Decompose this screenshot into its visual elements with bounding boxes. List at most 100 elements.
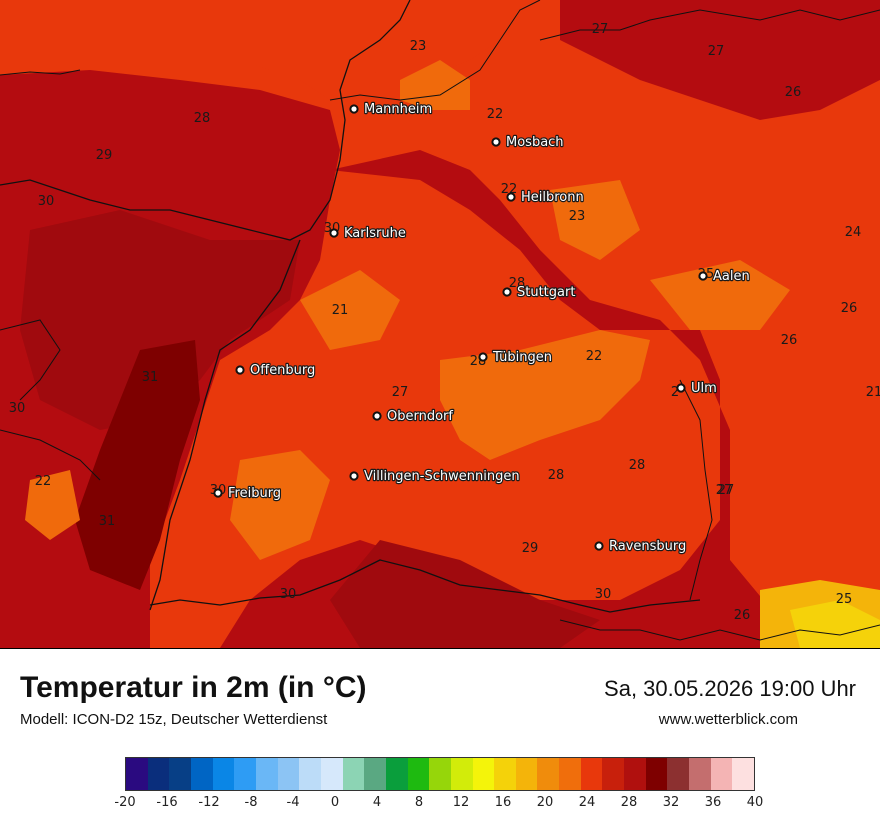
legend-swatch bbox=[732, 758, 755, 790]
city-dot bbox=[329, 228, 339, 238]
legend-swatch bbox=[710, 758, 733, 790]
map-canvas: 27 23 27 26 28 22 29 30 30 23 24 22 28 25 26 26 31 28 22 30… bbox=[0, 0, 880, 648]
region-mild-6 bbox=[230, 450, 330, 560]
temperature-value: 22 bbox=[35, 474, 52, 489]
temperature-value: 22 bbox=[586, 349, 603, 364]
region-hottest bbox=[75, 340, 200, 590]
city-dot bbox=[594, 541, 604, 551]
legend-swatch bbox=[450, 758, 473, 790]
temperature-map: 27 23 27 26 28 22 29 30 30 23 24 22 28 25 26 26 31 28 22 30… bbox=[0, 0, 880, 649]
temperature-value: 28 bbox=[194, 111, 211, 126]
city-dot bbox=[372, 411, 382, 421]
color-legend: -20 -16 -12 -8 -4 0 4 8 12 16 20 24 28 32 36 40 bbox=[114, 757, 763, 810]
legend-tick: 20 bbox=[536, 795, 554, 810]
legend-tick: 32 bbox=[662, 795, 680, 810]
city-marker: Karlsruhe bbox=[329, 225, 407, 242]
temperature-value: 30 bbox=[280, 587, 297, 602]
legend-swatch bbox=[689, 758, 711, 790]
temperature-value: 27 bbox=[392, 385, 409, 400]
legend-swatch bbox=[667, 758, 690, 790]
city-label: Villingen-Schwenningen bbox=[364, 469, 520, 484]
temperature-value: 29 bbox=[522, 541, 539, 556]
legend-tick: -4 bbox=[286, 795, 300, 810]
legend-swatch bbox=[190, 758, 213, 790]
legend-swatch bbox=[234, 758, 256, 790]
temperature-value: 31 bbox=[142, 370, 159, 385]
city-marker: Villingen-Schwenningen bbox=[349, 468, 521, 485]
region-mild-4 bbox=[300, 270, 400, 350]
city-marker: Stuttgart bbox=[502, 284, 577, 301]
border-line-6 bbox=[0, 319, 61, 401]
temperature-value: 22 bbox=[487, 107, 504, 122]
temperature-value: 27 bbox=[708, 44, 725, 59]
legend-tick: 12 bbox=[452, 795, 470, 810]
legend-swatch bbox=[364, 758, 386, 790]
city-label: Mosbach bbox=[506, 135, 564, 150]
city-dot bbox=[478, 352, 488, 362]
temperature-value: 30 bbox=[38, 194, 55, 209]
legend-swatch bbox=[537, 758, 560, 790]
city-dot bbox=[698, 271, 708, 281]
forecast-datetime: Sa, 30.05.2026 19:00 Uhr bbox=[604, 676, 856, 701]
border-line-9 bbox=[559, 619, 880, 641]
temperature-value: 28 bbox=[629, 458, 646, 473]
legend-swatch bbox=[580, 758, 603, 790]
legend-tick: 0 bbox=[330, 795, 340, 810]
city-label: Tübingen bbox=[492, 350, 552, 365]
city-marker: Offenburg bbox=[235, 362, 316, 379]
city-label: Mannheim bbox=[364, 102, 432, 117]
legend-swatch bbox=[559, 758, 581, 790]
city-label: Offenburg bbox=[250, 363, 315, 378]
city-label: Ravensburg bbox=[609, 539, 686, 554]
city-dot bbox=[349, 471, 359, 481]
legend-swatch bbox=[624, 758, 646, 790]
temperature-value: 26 bbox=[841, 301, 858, 316]
legend-color-bar bbox=[125, 757, 755, 791]
city-dot bbox=[502, 287, 512, 297]
legend-tick: 28 bbox=[620, 795, 638, 810]
city-markers: Mannheim Mosbach Heilbronn Karlsruhe Stuttga… bbox=[213, 101, 751, 555]
website-link[interactable]: www.wetterblick.com bbox=[658, 711, 798, 728]
legend-tick: 4 bbox=[372, 795, 382, 810]
temperature-value: 26 bbox=[785, 85, 802, 100]
city-marker: Freiburg bbox=[213, 485, 282, 502]
temperature-value: 27 bbox=[716, 483, 733, 498]
city-label: Aalen bbox=[713, 269, 750, 284]
border-line-2 bbox=[0, 69, 81, 76]
border-line-4 bbox=[539, 9, 880, 41]
temperature-value: 31 bbox=[99, 514, 116, 529]
legend-swatch bbox=[645, 758, 668, 790]
city-dot bbox=[506, 192, 516, 202]
city-dot bbox=[676, 383, 686, 393]
city-label: Oberndorf bbox=[387, 409, 453, 424]
legend-swatch bbox=[407, 758, 430, 790]
city-marker: Oberndorf bbox=[372, 408, 455, 425]
region-cool-2 bbox=[790, 600, 880, 648]
temperature-value: 28 bbox=[509, 276, 526, 291]
region-mild-7 bbox=[25, 470, 80, 540]
temperature-value: 27 bbox=[592, 22, 609, 37]
city-label: Karlsruhe bbox=[344, 226, 406, 241]
city-marker: Ulm bbox=[676, 380, 718, 397]
city-marker: Tübingen bbox=[478, 349, 553, 366]
region-mild-5 bbox=[440, 330, 650, 460]
legend-swatch bbox=[126, 758, 148, 790]
city-marker: Mosbach bbox=[491, 134, 565, 151]
model-source: Modell: ICON-D2 15z, Deutscher Wetterdie… bbox=[20, 711, 328, 728]
region-south-hot bbox=[220, 150, 880, 648]
legend-swatch bbox=[515, 758, 538, 790]
legend-swatch bbox=[342, 758, 365, 790]
temperature-value: 26 bbox=[734, 608, 751, 623]
temperature-value: 21 bbox=[332, 303, 349, 318]
legend-swatch bbox=[320, 758, 343, 790]
border-line-1 bbox=[0, 0, 411, 241]
legend-swatch bbox=[169, 758, 191, 790]
legend-tick: 8 bbox=[414, 795, 424, 810]
temperature-value: 23 bbox=[410, 39, 427, 54]
city-label: Heilbronn bbox=[521, 190, 584, 205]
legend-swatch bbox=[299, 758, 321, 790]
city-dot bbox=[491, 137, 501, 147]
legend-swatch bbox=[255, 758, 278, 790]
city-dot bbox=[235, 365, 245, 375]
city-marker: Ravensburg bbox=[594, 538, 687, 555]
